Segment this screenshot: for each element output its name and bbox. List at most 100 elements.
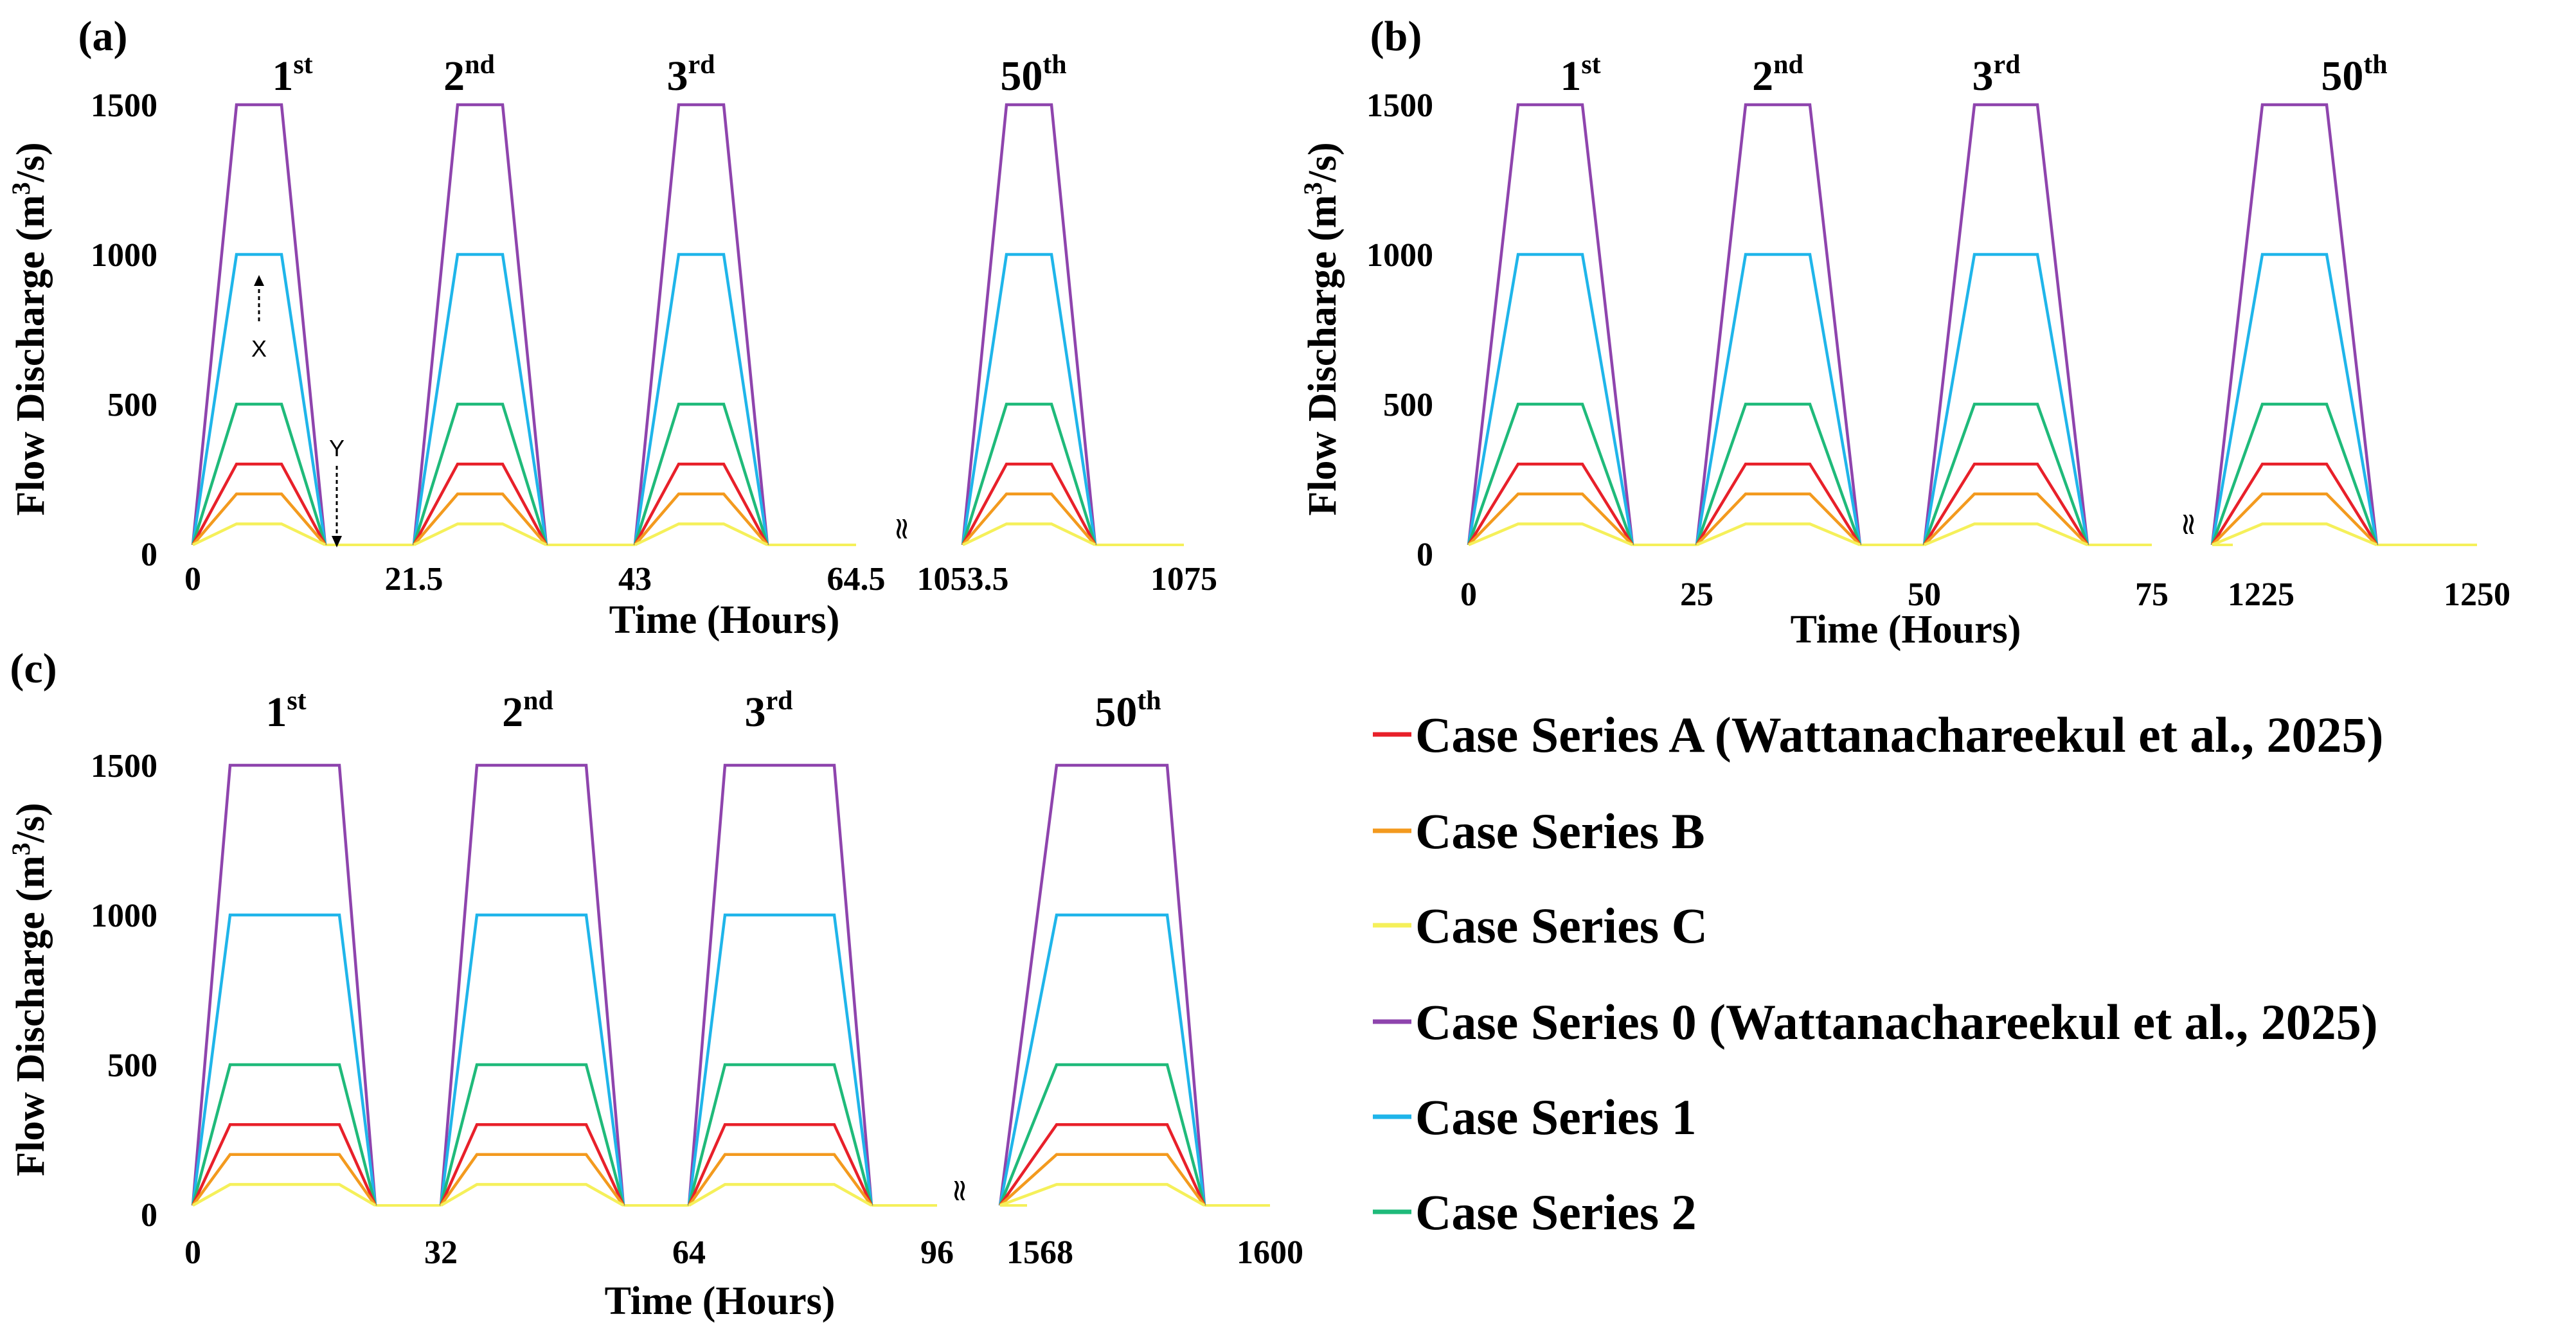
annotation-x-label: X — [251, 335, 267, 362]
x-tick-label: 1225 — [2228, 576, 2294, 613]
series-line — [687, 1063, 873, 1206]
series-line — [192, 492, 326, 546]
legend-item: Case Series A (Wattanachareekul et al., … — [1373, 707, 2383, 763]
series-line — [2210, 103, 2379, 546]
x-tick-label: 75 — [2135, 576, 2169, 613]
series-line — [191, 1123, 377, 1206]
legend-item: Case Series B — [1373, 803, 1705, 859]
x-tick-label: 96 — [920, 1234, 954, 1271]
cycle-label: 50th — [1000, 50, 1066, 100]
series-line — [961, 402, 1097, 546]
series-line — [961, 103, 1097, 546]
y-tick-label: 500 — [107, 1047, 157, 1084]
x-tick-label: 0 — [1460, 576, 1477, 613]
cycle-label: 1st — [272, 50, 312, 100]
series-line — [688, 1183, 873, 1207]
y-tick-label: 1000 — [91, 898, 157, 934]
legend: Case Series A (Wattanachareekul et al., … — [1373, 707, 2383, 1240]
cycle-number: 1 — [1560, 53, 1581, 100]
cycle-number: 3 — [745, 689, 766, 736]
series-line — [634, 492, 769, 546]
y-axis-label-main: Flow Discharge (m — [1301, 195, 1345, 515]
y-tick-label: 0 — [141, 1197, 157, 1234]
series-line — [1923, 492, 2089, 546]
series-line — [1467, 103, 1634, 546]
x-tick-label: 43 — [618, 561, 652, 598]
legend-label: Case Series 2 — [1415, 1184, 1697, 1240]
cycle-label: 1st — [1560, 50, 1600, 100]
series-line — [1696, 522, 1861, 547]
series-line — [413, 462, 548, 546]
series-line — [439, 763, 625, 1206]
y-tick-label: 0 — [1417, 537, 1433, 573]
x-axis-label: Time (Hours) — [609, 598, 840, 642]
panel-label: (c) — [10, 645, 57, 692]
y-tick-label: 500 — [1383, 387, 1433, 423]
axis-break-mark: ≈ — [942, 1178, 978, 1203]
cycle-number: 2 — [502, 689, 523, 736]
series-line — [1467, 462, 1634, 546]
y-tick-label: 1500 — [91, 87, 157, 124]
x-tick-label: 64.5 — [827, 561, 886, 598]
series-line — [440, 1183, 625, 1207]
series-line — [998, 913, 1206, 1206]
series-line — [1695, 402, 1862, 546]
legend-item: Case Series C — [1373, 898, 1708, 954]
cycle-suffix: nd — [465, 50, 495, 80]
series-line — [687, 1123, 873, 1206]
cycle-number: 3 — [667, 53, 688, 100]
series-line — [1467, 253, 1634, 546]
series-line — [1922, 103, 2089, 546]
annotation-y-label: Y — [329, 435, 344, 461]
y-axis-label-end: /s) — [1301, 142, 1345, 182]
cycle-suffix: nd — [523, 686, 553, 716]
y-axis-label-end: /s) — [9, 803, 53, 843]
cycle-number: 2 — [443, 53, 465, 100]
cycle-suffix: st — [287, 686, 306, 716]
cycle-suffix: st — [293, 50, 312, 80]
y-axis-label: Flow Discharge (m3/s) — [6, 803, 53, 1176]
cycle-number: 50 — [1000, 53, 1042, 100]
series-line — [2211, 492, 2378, 546]
cycle-suffix: rd — [1994, 50, 2021, 80]
series-line — [1468, 522, 1633, 547]
y-tick-label: 1000 — [1366, 237, 1433, 274]
panel-label: (b) — [1370, 13, 1422, 60]
series-line — [961, 253, 1097, 546]
y-axis-label-sup: 3 — [6, 842, 35, 855]
series-line — [413, 492, 548, 546]
cycle-suffix: nd — [1773, 50, 1803, 80]
cycle-suffix: th — [1137, 686, 1161, 716]
series-line — [192, 1153, 377, 1207]
series-line — [439, 1063, 625, 1206]
x-axis-label: Time (Hours) — [1791, 608, 2021, 652]
x-tick-label: 50 — [1908, 576, 1941, 613]
cycle-number: 1 — [272, 53, 293, 100]
series-line — [439, 1123, 625, 1206]
axis-break-mark: ≈ — [884, 516, 920, 542]
series-line — [962, 492, 1096, 546]
x-tick-label: 1600 — [1237, 1234, 1303, 1271]
series-line — [191, 402, 327, 546]
series-line — [192, 1183, 377, 1207]
series-line — [1695, 462, 1861, 546]
series-line — [412, 253, 548, 546]
cycle-number: 50 — [1095, 689, 1137, 736]
series-line — [634, 462, 769, 546]
cycle-number: 50 — [2321, 53, 2363, 100]
cycle-number: 1 — [265, 689, 287, 736]
series-line — [439, 913, 625, 1206]
series-line — [2211, 462, 2378, 546]
annotation-y-arrowhead — [332, 536, 342, 547]
series-line — [999, 1183, 1206, 1207]
y-axis-label-sup: 3 — [1298, 182, 1327, 195]
series-line — [1695, 492, 1861, 546]
series-line — [634, 522, 768, 547]
cycle-suffix: rd — [688, 50, 715, 80]
cycle-label: 1st — [265, 686, 306, 736]
cycle-label: 2nd — [443, 50, 495, 100]
legend-label: Case Series 1 — [1415, 1089, 1697, 1145]
